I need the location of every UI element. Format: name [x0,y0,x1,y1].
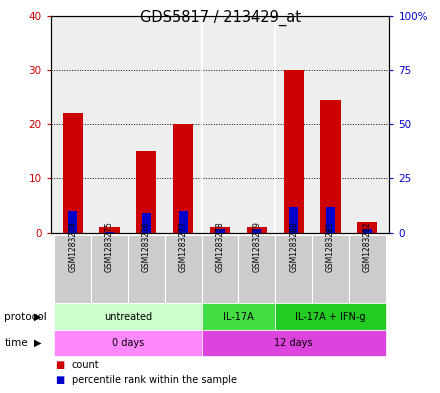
Text: GSM1283278: GSM1283278 [216,222,224,272]
Bar [99,227,120,233]
Bar [357,222,378,233]
Text: count: count [72,360,99,370]
Bar [105,231,114,233]
Bar [363,230,372,233]
Text: GSM1283279: GSM1283279 [252,222,261,272]
Bar [62,113,83,233]
Text: untreated: untreated [104,312,152,322]
Text: ▶: ▶ [33,312,41,322]
Text: time: time [4,338,28,348]
Text: GSM1283275: GSM1283275 [105,222,114,272]
Text: GSM1283276: GSM1283276 [142,222,151,272]
Text: ▶: ▶ [33,338,41,348]
Bar [252,230,261,233]
Bar [289,207,298,233]
Text: GSM1283281: GSM1283281 [326,222,335,272]
Bar [173,124,193,233]
Text: IL-17A + IFN-g: IL-17A + IFN-g [295,312,366,322]
Text: protocol: protocol [4,312,47,322]
Bar [179,211,188,233]
Bar [216,230,224,233]
Bar [320,100,341,233]
Text: 12 days: 12 days [275,338,313,348]
Text: percentile rank within the sample: percentile rank within the sample [72,375,237,385]
Text: GSM1283277: GSM1283277 [179,222,188,272]
Bar [247,227,267,233]
Text: ■: ■ [55,375,64,385]
Bar [136,151,157,233]
Bar [68,211,77,233]
Text: IL-17A: IL-17A [223,312,254,322]
Text: GDS5817 / 213429_at: GDS5817 / 213429_at [139,10,301,26]
Text: GSM1283274: GSM1283274 [68,222,77,272]
Bar [210,227,230,233]
Text: ■: ■ [55,360,64,370]
Bar [142,213,151,233]
Bar [326,207,335,233]
Text: GSM1283282: GSM1283282 [363,222,372,272]
Text: 0 days: 0 days [112,338,144,348]
Bar [283,70,304,233]
Text: GSM1283280: GSM1283280 [289,222,298,272]
